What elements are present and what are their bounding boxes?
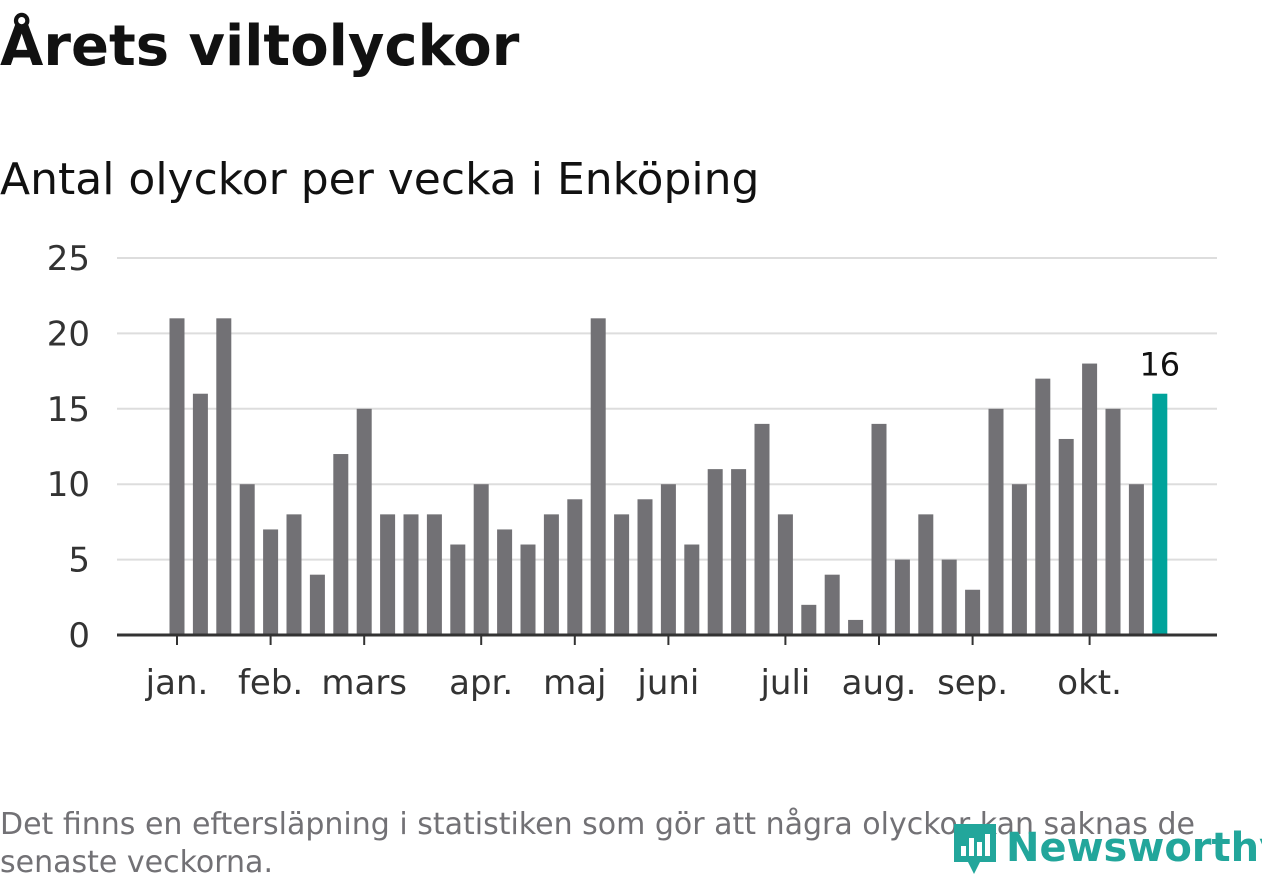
bar bbox=[1058, 438, 1074, 635]
bar bbox=[567, 499, 583, 635]
bar-chart-icon bbox=[954, 824, 996, 874]
chart-subtitle: Antal olyckor per vecka i Enköping bbox=[0, 154, 760, 205]
bar bbox=[520, 544, 536, 635]
bar bbox=[777, 514, 793, 635]
y-tick-label: 10 bbox=[47, 465, 90, 505]
x-tick-label: apr. bbox=[449, 663, 513, 703]
newsworthy-logo: Newsworthy bbox=[950, 818, 1262, 878]
bar bbox=[169, 318, 185, 635]
x-tick-label: jan. bbox=[145, 663, 209, 703]
highlight-bar bbox=[1152, 393, 1168, 635]
bar bbox=[614, 514, 630, 635]
y-tick-label: 20 bbox=[47, 314, 90, 354]
bar bbox=[426, 514, 442, 635]
bar bbox=[216, 318, 232, 635]
x-tick-label: juni bbox=[636, 663, 699, 703]
bar bbox=[497, 529, 513, 635]
bar bbox=[380, 514, 396, 635]
x-tick-label: okt. bbox=[1057, 663, 1122, 703]
bar bbox=[731, 469, 747, 635]
bar bbox=[754, 423, 770, 635]
bar bbox=[1105, 408, 1121, 635]
y-tick-label: 0 bbox=[68, 616, 90, 656]
bar bbox=[894, 559, 910, 635]
bar bbox=[988, 408, 1004, 635]
bar bbox=[1035, 378, 1051, 635]
bar bbox=[309, 574, 325, 635]
chart-title: Årets viltolyckor bbox=[0, 14, 520, 79]
bar bbox=[1128, 484, 1144, 635]
x-tick-label: maj bbox=[543, 663, 606, 703]
bar bbox=[848, 619, 864, 635]
bar bbox=[450, 544, 466, 635]
bar bbox=[356, 408, 372, 635]
bar bbox=[473, 484, 489, 635]
bar bbox=[871, 423, 887, 635]
x-tick-label: aug. bbox=[842, 663, 917, 703]
x-tick-label: feb. bbox=[238, 663, 303, 703]
y-tick-label: 5 bbox=[68, 541, 90, 581]
bar bbox=[403, 514, 419, 635]
y-tick-label: 25 bbox=[47, 239, 90, 279]
bar bbox=[239, 484, 255, 635]
bar bbox=[918, 514, 934, 635]
bar bbox=[590, 318, 606, 635]
bar bbox=[941, 559, 957, 635]
x-tick-label: juli bbox=[759, 663, 810, 703]
logo-text: Newsworthy bbox=[1006, 825, 1262, 871]
bar bbox=[1082, 363, 1098, 635]
bar bbox=[801, 604, 817, 635]
bar bbox=[965, 589, 981, 635]
bar bbox=[333, 454, 349, 635]
bar bbox=[660, 484, 676, 635]
bar bbox=[1011, 484, 1027, 635]
bar bbox=[543, 514, 559, 635]
bar bbox=[707, 469, 723, 635]
bar bbox=[192, 393, 208, 635]
y-tick-label: 15 bbox=[47, 390, 90, 430]
bar bbox=[263, 529, 279, 635]
x-tick-label: mars bbox=[321, 663, 407, 703]
x-tick-label: sep. bbox=[937, 663, 1008, 703]
bar bbox=[286, 514, 302, 635]
bar bbox=[684, 544, 700, 635]
bar bbox=[637, 499, 653, 635]
data-label: 16 bbox=[1139, 346, 1180, 384]
bar bbox=[824, 574, 840, 635]
